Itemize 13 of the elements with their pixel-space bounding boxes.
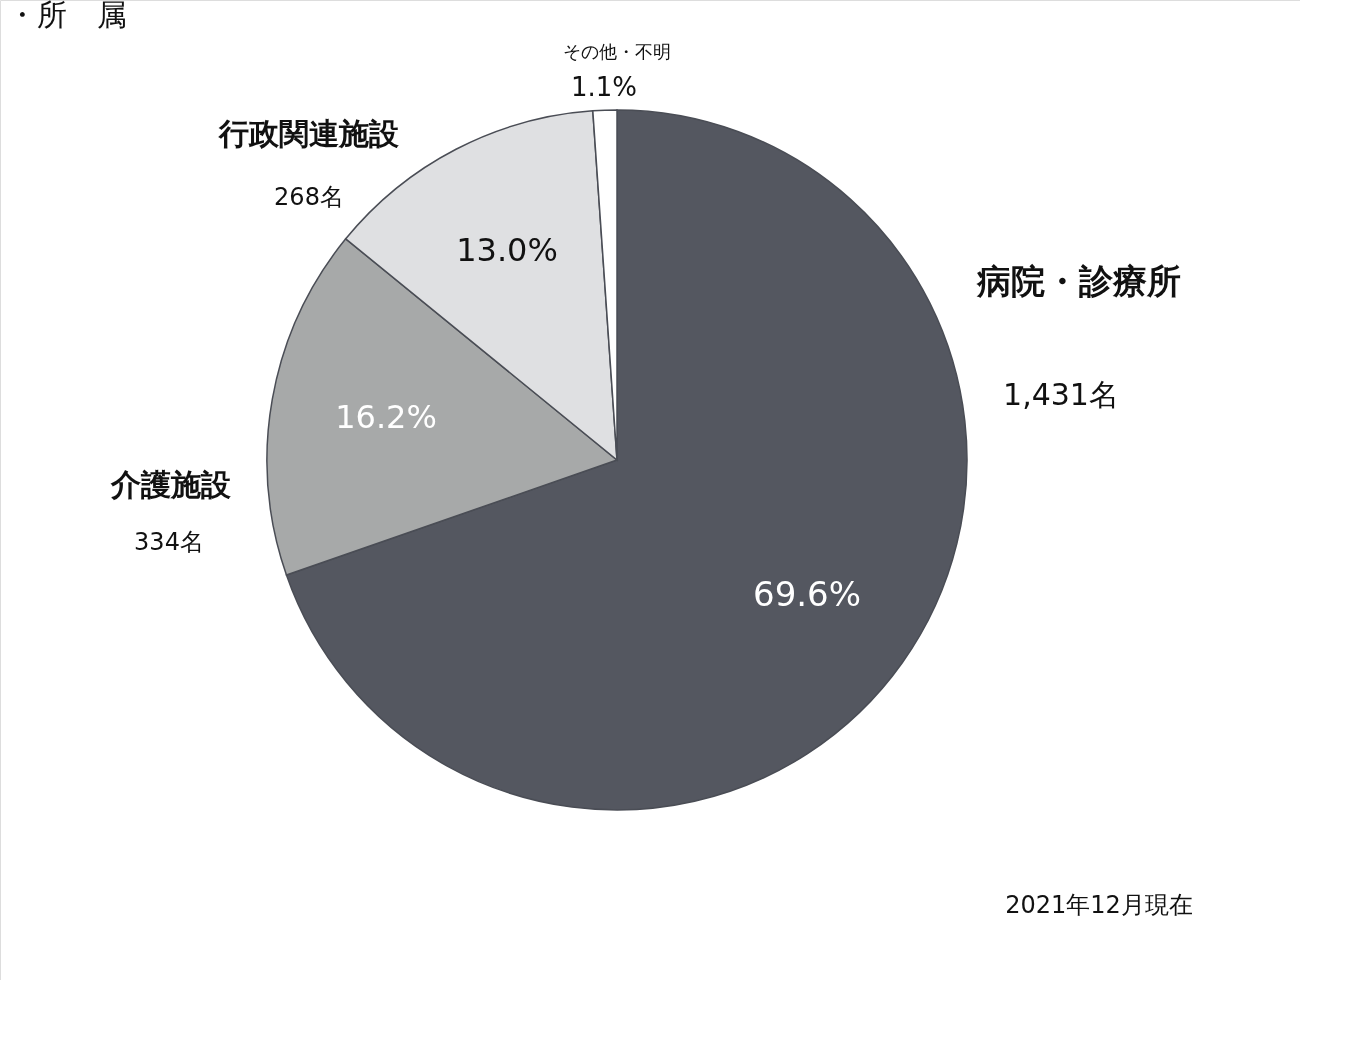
data-label: 13.0% (456, 231, 558, 269)
slice-label: その他・不明 (563, 41, 671, 62)
text: 1,431名 (1003, 377, 1119, 412)
text: 334名 (134, 528, 204, 556)
slice-label: 行政関連施設 (218, 116, 399, 151)
data-label: 69.6% (752, 574, 862, 614)
chart-title: ・所 属 (7, 0, 127, 32)
slice-label: 介護施設 (110, 467, 231, 502)
text: 2021年12月現在 (1005, 891, 1193, 919)
slice-label: 病院・診療所 (976, 261, 1181, 301)
text: 268名 (274, 183, 344, 211)
data-label: 1.1% (570, 72, 638, 102)
data-label: 16.2% (335, 398, 437, 436)
